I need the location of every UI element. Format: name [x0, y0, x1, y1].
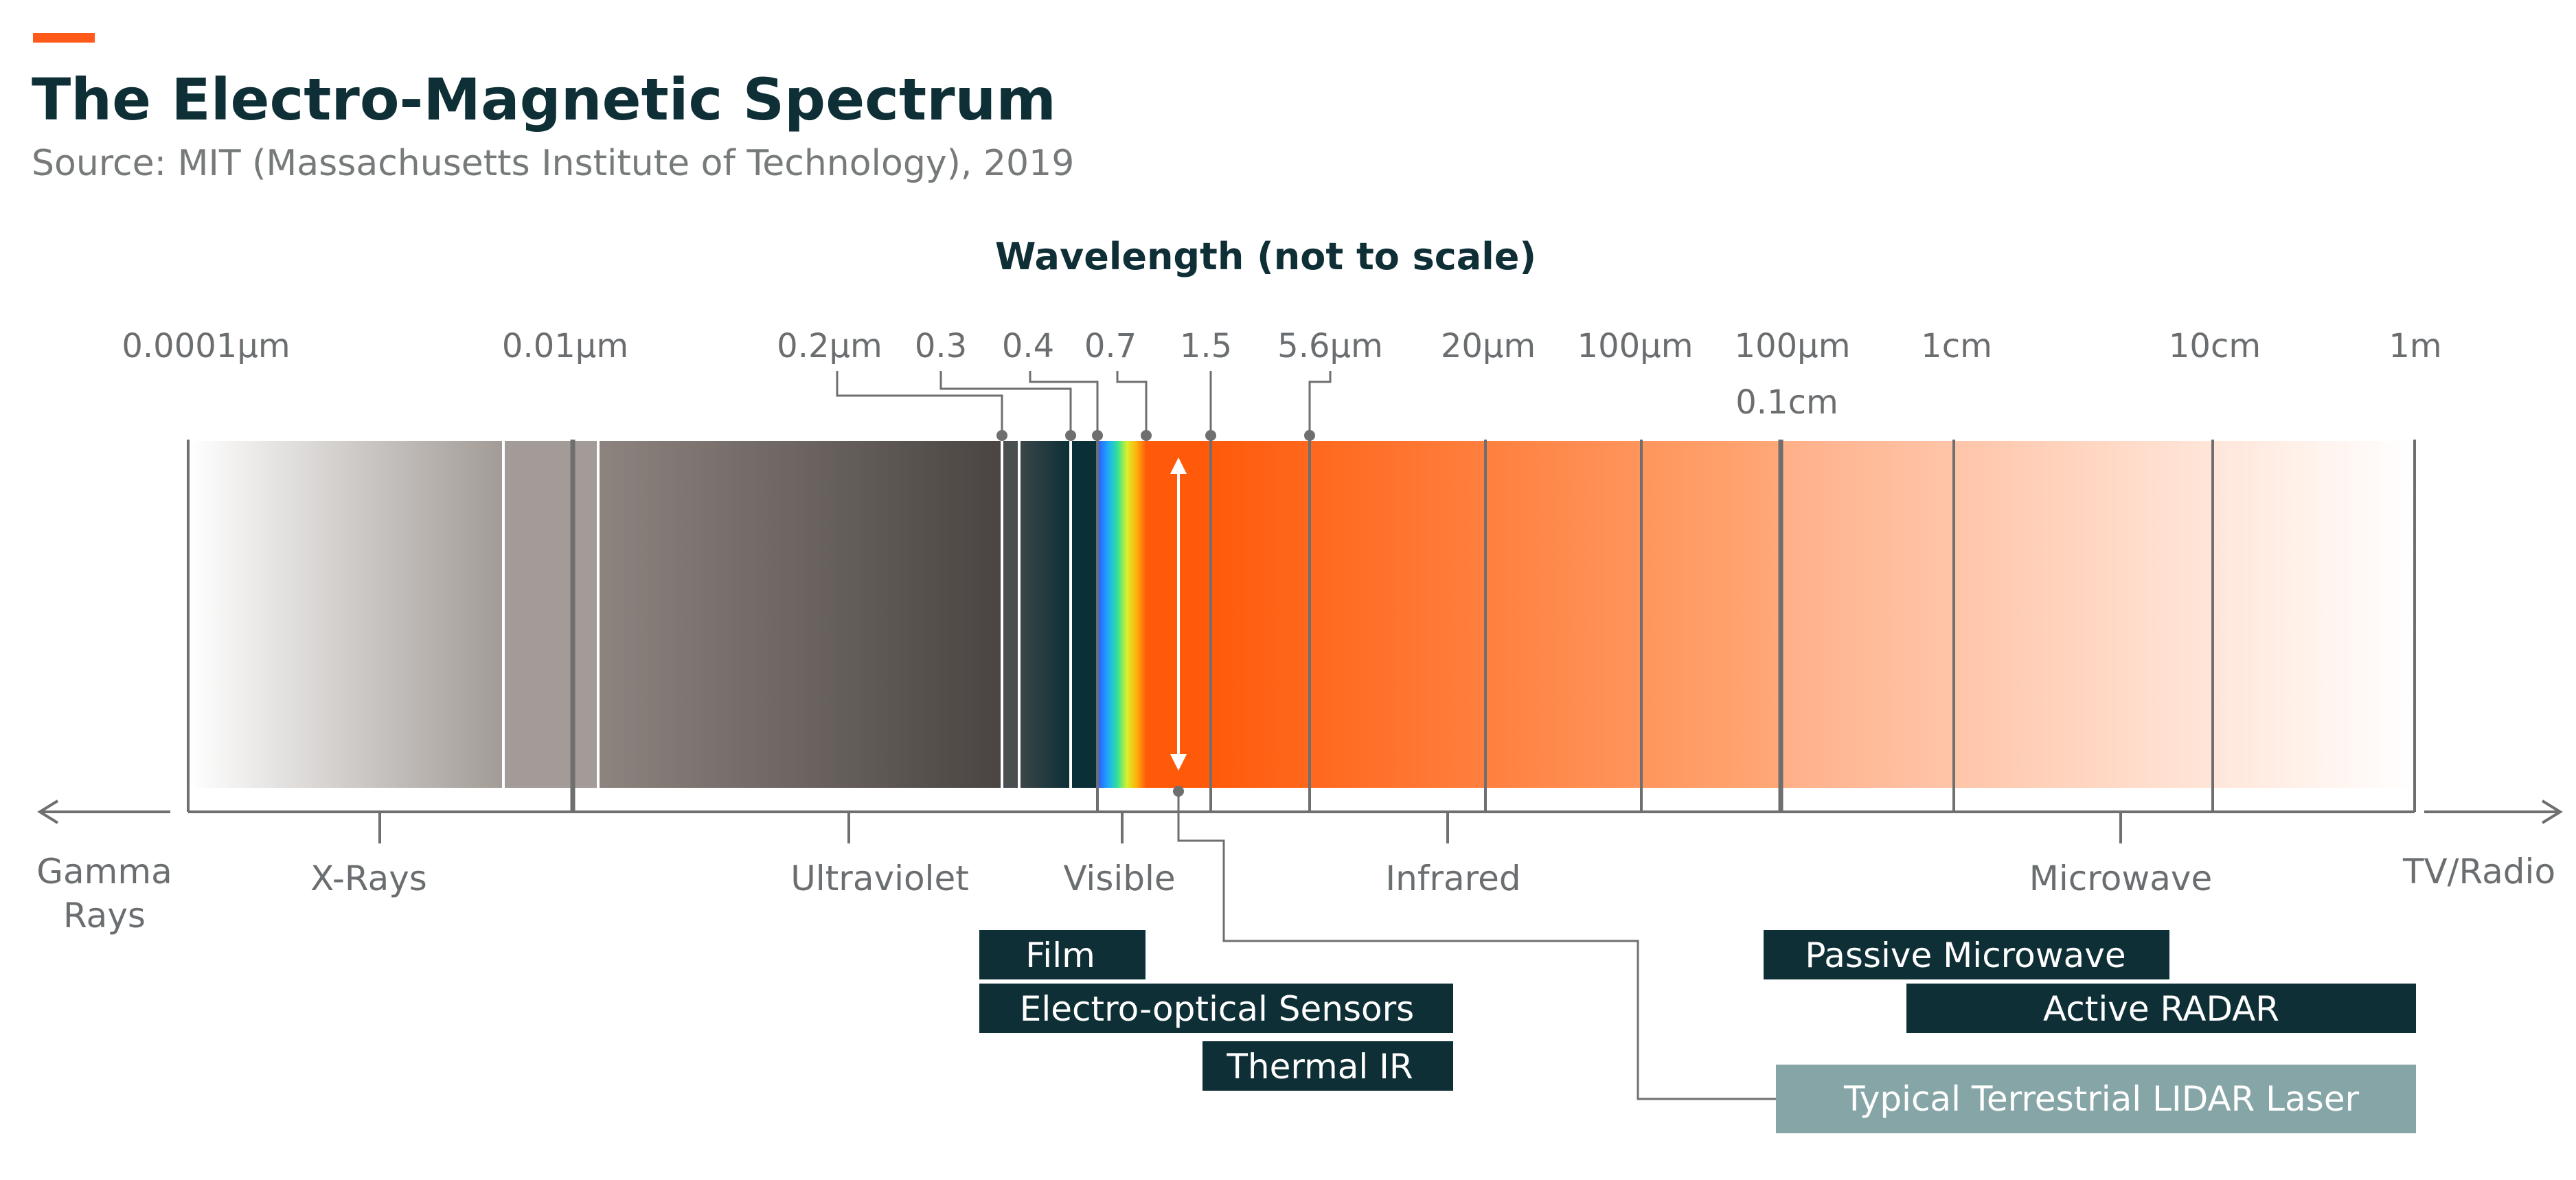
lidar-leader-line: [1177, 790, 1776, 1100]
wavelength-label: 10cm: [2169, 327, 2261, 365]
region-label: TV/Radio: [2402, 852, 2555, 892]
wavelength-label: 0.4: [1002, 327, 1054, 365]
leader-dots: [996, 430, 1315, 441]
region-label-gamma-line2: Rays: [63, 896, 146, 935]
wavelength-label: 5.6µm: [1277, 327, 1383, 365]
lidar-connector: [1177, 790, 1776, 1100]
page-title: The Electro-Magnetic Spectrum: [32, 66, 1056, 133]
wavelength-label: 20µm: [1441, 327, 1536, 365]
wavelength-label: 1cm: [1921, 327, 1992, 365]
leader-dot: [1205, 430, 1216, 441]
sensor-label: Film: [1025, 935, 1095, 975]
leader-line: [836, 371, 1003, 434]
page-subtitle: Source: MIT (Massachusetts Institute of …: [32, 143, 1075, 184]
wavelength-label: 0.0001µm: [122, 327, 290, 365]
band-infrared: [1211, 441, 1781, 788]
wavelength-label: 0.1cm: [1735, 383, 1838, 422]
band-dark: [1072, 441, 1098, 788]
leader-dot: [1141, 430, 1152, 441]
wavelength-label: 100µm: [1735, 327, 1851, 365]
bottom-axis: [37, 799, 2563, 843]
wavelength-label: 0.01µm: [502, 327, 628, 365]
region-label: X-Rays: [310, 859, 427, 898]
leader-dot: [1304, 430, 1315, 441]
sensor-label: Typical Terrestrial LIDAR Laser: [1843, 1079, 2359, 1119]
leader-dot: [1092, 430, 1103, 441]
sensor-label: Active RADAR: [2043, 989, 2279, 1029]
band-uv-edge: [1003, 441, 1018, 788]
sensor-label: Thermal IR: [1226, 1047, 1413, 1087]
band-uv: [600, 441, 1001, 788]
sensor-box-lidar: [1776, 1065, 2416, 1133]
region-label: Microwave: [2029, 859, 2212, 898]
region-labels: Gamma Rays X-Rays Ultraviolet Visible In…: [36, 852, 2555, 935]
wavelength-labels: 0.0001µm 0.01µm 0.2µm 0.3 0.4 0.7 1.5 5.…: [122, 327, 2441, 422]
region-label: Ultraviolet: [790, 859, 969, 898]
sensor-boxes: Film Electro-optical Sensors Thermal IR …: [979, 930, 2416, 1133]
sensor-box-thermal-ir: [1202, 1041, 1453, 1091]
region-label: Infrared: [1385, 859, 1520, 898]
leader-dot: [996, 430, 1007, 441]
wavelength-label: 0.3: [915, 327, 967, 365]
axis-right-arrowhead: [2541, 799, 2563, 824]
wavelength-label: 0.7: [1084, 327, 1137, 365]
sensor-box-active-radar: [1906, 984, 2416, 1033]
spectrum-band: [190, 441, 2415, 788]
leader-line: [1029, 371, 1099, 434]
sensor-box-electro-optical: [979, 984, 1453, 1033]
region-label: Visible: [1063, 859, 1175, 898]
wavelength-label: 100µm: [1577, 327, 1694, 365]
axis-left-arrowhead: [37, 799, 59, 824]
band-near-uv: [1021, 441, 1070, 788]
sensor-label: Passive Microwave: [1805, 935, 2125, 975]
sensor-box-passive-microwave: [1764, 930, 2169, 979]
wavelength-label: 1.5: [1180, 327, 1232, 365]
region-label-gamma-line1: Gamma: [36, 852, 172, 892]
lidar-dot: [1173, 786, 1184, 797]
band-gamma: [190, 441, 503, 788]
wavelength-label: 1m: [2389, 327, 2441, 365]
leader-line: [1116, 371, 1148, 434]
band-xray: [505, 441, 597, 788]
leader-dot: [1065, 430, 1076, 441]
leader-line: [1308, 371, 1332, 434]
inner-dividers: [502, 441, 1072, 788]
band-microwave: [1781, 441, 2415, 788]
leader-line: [939, 371, 1072, 434]
band-separators: [187, 440, 2416, 812]
sensor-box-film: [979, 930, 1145, 979]
accent-bar: [33, 33, 95, 43]
leader-lines: [836, 371, 1332, 434]
band-visible: [1098, 441, 1146, 788]
sensor-label: Electro-optical Sensors: [1020, 989, 1414, 1029]
wavelength-label: 0.2µm: [777, 327, 882, 365]
axis-title: Wavelength (not to scale): [995, 235, 1536, 278]
